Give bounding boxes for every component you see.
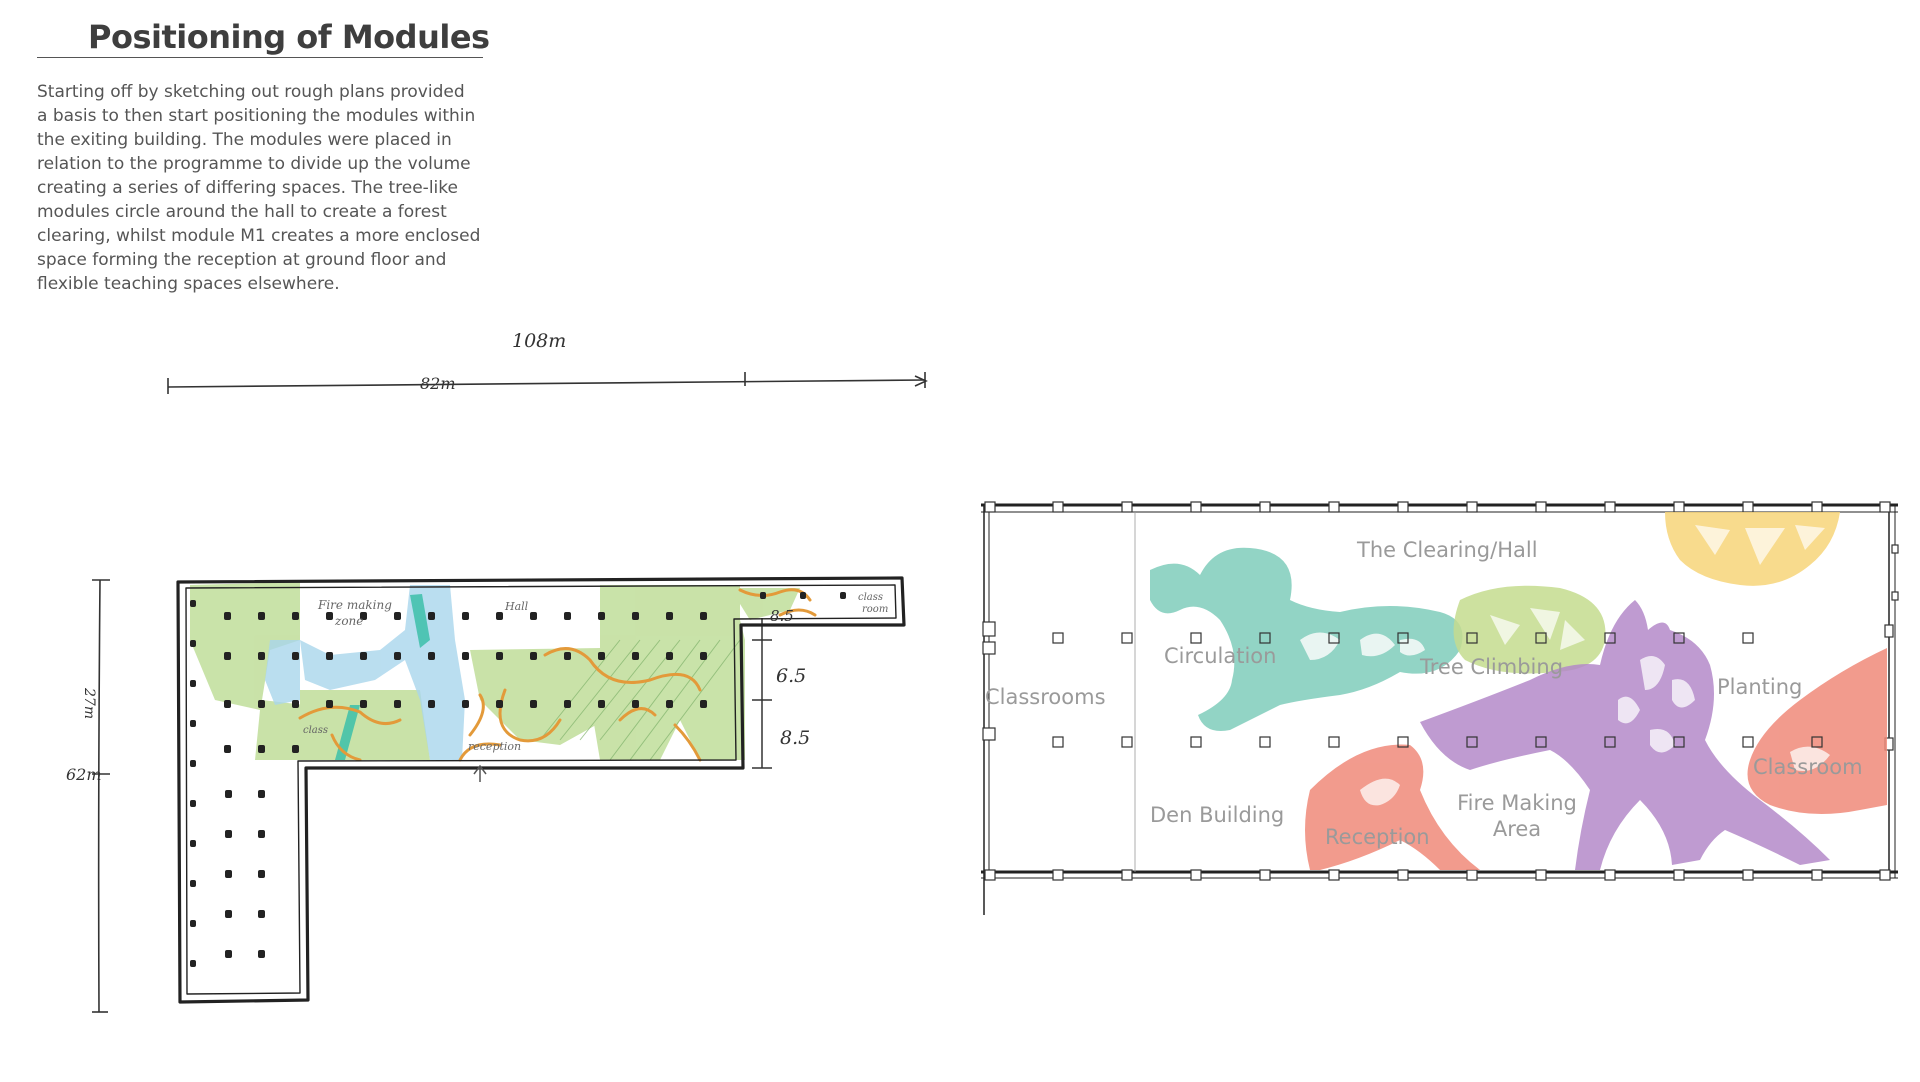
description-line: clearing, whilst module M1 creates a mor… <box>37 226 481 246</box>
sketch-dim-width: 82m <box>420 374 456 393</box>
zone-label-classroom: Classroom <box>1753 755 1863 779</box>
sketch-dimension-top <box>167 372 928 394</box>
sketch-label-class-b: room <box>862 604 889 615</box>
sketch-label-class-a: class <box>858 592 884 603</box>
title-underline <box>37 57 483 58</box>
module-red-reception <box>1305 744 1480 870</box>
sketch-dim-height-total: 62m <box>66 765 102 784</box>
description-line: creating a series of differing spaces. T… <box>37 178 458 198</box>
sketch-label-fire-making: Fire making <box>318 598 392 612</box>
sketch-label-reception: reception <box>468 740 522 753</box>
zone-label-clearing: The Clearing/Hall <box>1357 538 1538 562</box>
module-teal <box>1150 547 1463 731</box>
module-red-classroom <box>1747 648 1887 814</box>
description-line: the exiting building. The modules were p… <box>37 130 452 150</box>
zone-label-tree-climbing: Tree Climbing <box>1420 655 1564 679</box>
sketch-label-zone: zone <box>335 614 364 628</box>
zone-label-fire-making-line1: Fire Making <box>1457 791 1577 815</box>
page-title: Positioning of Modules <box>88 18 490 56</box>
description-text: Starting off by sketching out rough plan… <box>37 80 487 296</box>
sketch-entrance-arrow <box>473 764 487 782</box>
zone-label-planting: Planting <box>1717 675 1803 699</box>
sketch-columns <box>190 592 846 967</box>
sketch-dim-c: 8.5 <box>780 727 811 749</box>
zone-label-fire-making: Fire Making Area <box>1452 790 1582 842</box>
sketch-module-outlines <box>298 588 817 762</box>
module-purple <box>1420 600 1830 870</box>
description-line: modules circle around the hall to create… <box>37 202 447 222</box>
sketch-plan <box>92 372 928 1013</box>
sketch-label-hall: Hall <box>505 600 529 613</box>
module-green <box>1453 585 1606 674</box>
zone-label-circulation: Circulation <box>1164 644 1277 668</box>
zone-label-classrooms: Classrooms <box>985 685 1106 709</box>
sketch-fill-teal <box>335 594 430 760</box>
plan-interior-columns <box>1052 632 1823 748</box>
sketch-dim-overall: 108m <box>512 330 567 352</box>
description-line: space forming the reception at ground fl… <box>37 250 447 270</box>
sketch-dimension-left <box>92 579 110 1013</box>
zone-label-den-building: Den Building <box>1150 803 1285 827</box>
sketch-building-outline <box>176 576 906 1004</box>
zone-label-fire-making-line2: Area <box>1492 817 1542 841</box>
sketch-dim-b: 6.5 <box>776 665 807 687</box>
sketch-dimension-right <box>752 618 772 769</box>
description-line: flexible teaching spaces elsewhere. <box>37 274 340 294</box>
description-line: relation to the programme to divide up t… <box>37 154 471 174</box>
zone-label-reception: Reception <box>1325 825 1430 849</box>
description-line: a basis to then start positioning the mo… <box>37 106 476 126</box>
sketch-label-classroom-left: class <box>303 725 329 736</box>
sketch-dim-a: 8.5 <box>770 607 794 625</box>
description-line: Starting off by sketching out rough plan… <box>37 82 465 102</box>
module-yellow <box>1665 512 1840 586</box>
